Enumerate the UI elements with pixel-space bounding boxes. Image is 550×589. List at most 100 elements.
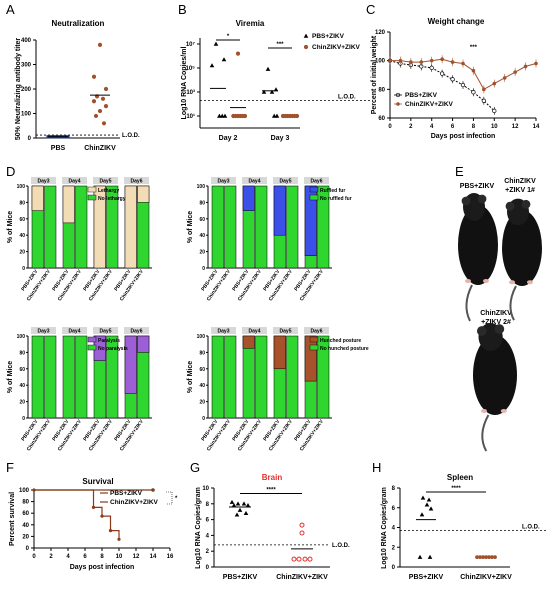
- y-tick-label: 100: [197, 334, 206, 340]
- y-axis-label: Log10 RNA Copies/gram: [195, 487, 202, 569]
- point-pbs: [245, 502, 251, 508]
- mouse-2-paw: [509, 280, 515, 285]
- chart-title: Brain: [262, 473, 283, 482]
- photo-label-3b: +ZIKV 2#: [481, 319, 511, 326]
- point-chinzikv: [235, 51, 241, 56]
- point-pbs: [274, 113, 280, 118]
- day-header: Day3: [218, 179, 230, 185]
- point-chinzikv: [388, 58, 392, 63]
- y-tick-label: 80: [199, 200, 205, 206]
- point-chinzikv: [91, 99, 97, 104]
- x-tick-label: ChinZIKV+ZIKV: [460, 574, 512, 581]
- y-tick-label: 40: [22, 523, 29, 529]
- day-header: Day6: [311, 179, 323, 185]
- legend-swatch-normal: [87, 194, 97, 201]
- y-tick-label: 20: [19, 250, 25, 256]
- y-tick-label: 6: [206, 518, 210, 524]
- y-tick-label: 0: [22, 416, 25, 422]
- point-pbs: [235, 501, 241, 506]
- y-tick-label: 60: [199, 217, 205, 223]
- point-pbs: [417, 554, 423, 559]
- y-tick-label: 10⁵: [186, 66, 196, 72]
- point-chinzikv: [91, 74, 97, 79]
- point-pbs: [471, 90, 476, 95]
- x-tick-label: 10: [116, 554, 123, 560]
- point-pbs: [222, 113, 228, 118]
- mouse-3-paw: [500, 409, 507, 413]
- y-tick-label: 60: [199, 367, 205, 373]
- x-tick-label: 12: [512, 124, 519, 130]
- point-pbs: [420, 495, 426, 500]
- y-tick-label: 2: [206, 549, 210, 555]
- stat-label: ***: [470, 45, 478, 51]
- chart-title: Neutralization: [52, 19, 105, 28]
- day-header-bg: [211, 177, 236, 184]
- day-header-bg: [273, 177, 298, 184]
- panel-letter-f: F: [6, 460, 14, 475]
- point-chinzikv: [151, 488, 155, 492]
- lod-label: L.O.D.: [332, 543, 350, 549]
- chart-title: Spleen: [447, 473, 473, 482]
- day-header-bg: [31, 327, 56, 334]
- y-tick-label: 10¹: [186, 113, 195, 120]
- y-tick-label: 200: [21, 87, 32, 93]
- point-chinzikv: [487, 555, 491, 560]
- day-header: Day3: [38, 179, 50, 185]
- day-header-bg: [93, 177, 118, 184]
- bar-sign: [137, 335, 150, 353]
- y-tick-label: 60: [378, 116, 385, 122]
- y-tick-label: 80: [19, 350, 25, 356]
- x-tick-label: 0: [388, 124, 392, 130]
- bar-sign: [93, 185, 106, 269]
- point-chinzikv: [409, 60, 413, 64]
- y-axis-label: Percent of initial weight: [371, 35, 378, 114]
- x-tick-label: 10: [491, 124, 498, 130]
- point-chinzikv: [471, 68, 476, 73]
- bar-normal: [255, 335, 268, 419]
- y-tick-label: 10⁷: [186, 42, 196, 48]
- point-pbs: [428, 506, 434, 511]
- y-tick-label: 120: [375, 30, 386, 36]
- bar-normal: [106, 335, 119, 419]
- y-axis-label: Log10 RNA Copies/ml: [181, 47, 188, 120]
- y-tick-label: 60: [19, 367, 25, 373]
- bar-normal: [317, 185, 330, 269]
- x-tick-label: Day 3: [271, 135, 290, 142]
- bar-normal: [106, 185, 119, 269]
- day-header-bg: [62, 327, 87, 334]
- point-pbs: [269, 89, 275, 94]
- lod-label: L.O.D.: [522, 524, 540, 530]
- mouse-2-paw: [527, 280, 533, 285]
- y-tick-label: 0: [26, 546, 30, 552]
- legend-label: Lethargy: [98, 188, 119, 194]
- y-tick-label: 80: [378, 87, 385, 93]
- y-tick-label: 80: [199, 350, 205, 356]
- stat-bracket: [166, 491, 173, 505]
- mouse-1-paw: [483, 279, 489, 283]
- day-header-bg: [304, 327, 329, 334]
- bar-normal: [211, 335, 224, 419]
- lod-label: L.O.D.: [122, 133, 140, 139]
- day-header: Day5: [100, 179, 112, 185]
- legend-swatch-sign: [309, 336, 319, 343]
- bar-normal: [224, 185, 237, 269]
- bar-normal: [224, 335, 237, 419]
- y-tick-label: 100: [375, 59, 386, 65]
- day-header-bg: [242, 177, 267, 184]
- x-tick-label: 14: [533, 124, 540, 130]
- point-chinzikv: [513, 70, 517, 74]
- legend-swatch-normal: [309, 194, 319, 201]
- day-header: Day6: [131, 179, 143, 185]
- y-tick-label: 20: [22, 534, 29, 540]
- point-chinzikv: [440, 57, 444, 62]
- bar-normal: [44, 185, 57, 269]
- point-chinzikv: [302, 556, 308, 562]
- point-pbs: [450, 77, 455, 82]
- day-header: Day4: [69, 179, 81, 185]
- bar-normal: [317, 335, 330, 419]
- y-axis-label: 50% Neutralizing antibody titer: [15, 38, 22, 141]
- legend-marker-pbs: [303, 33, 309, 38]
- stat-label: ****: [451, 486, 461, 492]
- panel-c-weight-change: Weight change 60 80 100 120 0 2 4 6 8 10 12 14 Days p…: [371, 17, 540, 140]
